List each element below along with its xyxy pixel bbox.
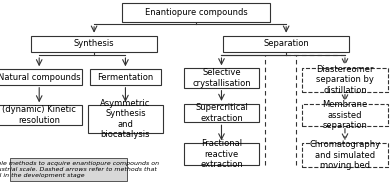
Text: Chromatography
and simulated
moving bed: Chromatography and simulated moving bed	[309, 140, 381, 170]
Text: Separation: Separation	[263, 39, 309, 48]
Text: Available methods to acquire enantiopure compounds on
an industrial scale. Dashe: Available methods to acquire enantiopure…	[0, 161, 159, 178]
Bar	[122, 3, 270, 22]
Text: Diastereomer
separation by
distillation: Diastereomer separation by distillation	[316, 65, 374, 95]
Text: Enantiopure compounds: Enantiopure compounds	[145, 8, 247, 17]
Text: Selective
crystallisation: Selective crystallisation	[192, 68, 251, 88]
Text: (dynamic) Kinetic
resolution: (dynamic) Kinetic resolution	[2, 105, 76, 125]
Bar	[88, 105, 163, 133]
Text: Membrane
assisted
separation: Membrane assisted separation	[322, 100, 368, 130]
Bar	[302, 143, 388, 167]
Text: Fractional
reactive
extraction: Fractional reactive extraction	[200, 139, 243, 169]
Text: Natural compounds: Natural compounds	[0, 73, 80, 82]
Text: Synthesis: Synthesis	[74, 39, 114, 48]
Text: Asymmetric
Synthesis
and
biocatalysis: Asymmetric Synthesis and biocatalysis	[100, 99, 151, 139]
Bar	[0, 69, 82, 85]
Text: Supercritical
extraction: Supercritical extraction	[195, 103, 248, 123]
Bar	[184, 68, 259, 88]
Text: Fermentation: Fermentation	[97, 73, 154, 82]
Bar	[223, 35, 349, 52]
Bar	[31, 35, 157, 52]
Bar	[302, 104, 388, 126]
Bar	[90, 69, 161, 85]
Bar	[10, 158, 127, 181]
Bar	[302, 68, 388, 92]
Bar	[184, 143, 259, 165]
Bar	[0, 105, 82, 125]
Bar	[184, 104, 259, 122]
